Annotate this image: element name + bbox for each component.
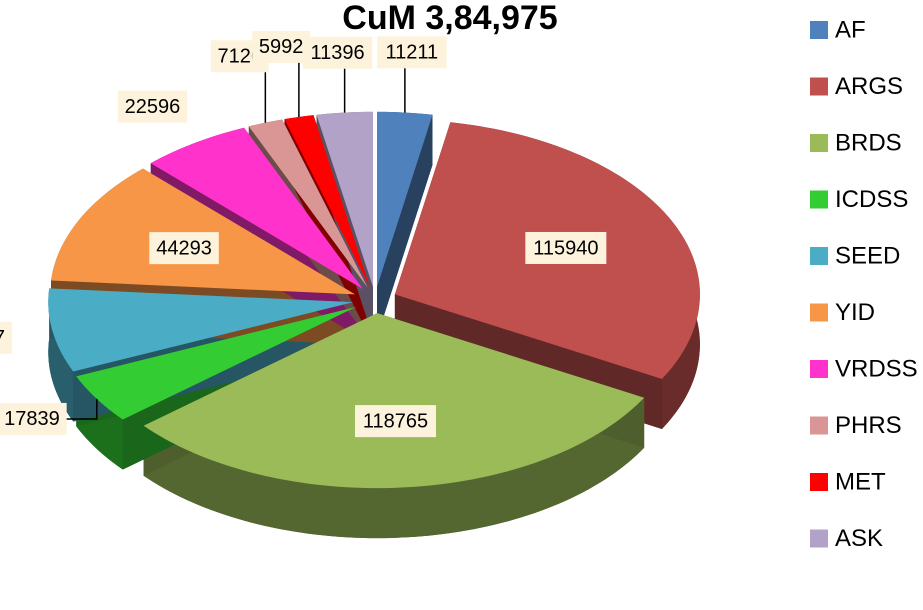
data-label: 118765: [363, 410, 428, 432]
data-label-box: [302, 36, 373, 69]
legend-swatch: [810, 473, 828, 491]
legend-swatch: [810, 529, 828, 548]
data-label-box: [377, 36, 447, 69]
legend-label: SEED: [835, 242, 900, 269]
legend-label: ASK: [835, 525, 883, 552]
data-label: 17839: [4, 408, 60, 430]
slice: [150, 127, 363, 289]
slice: [76, 306, 357, 420]
legend-label: ICDSS: [835, 186, 908, 213]
data-label: 7126: [218, 46, 263, 68]
slice: [51, 168, 356, 295]
legend-label: YID: [835, 299, 875, 326]
legend-label: MET: [835, 468, 886, 495]
legend-swatch: [810, 21, 828, 39]
legend-swatch: [810, 77, 828, 96]
data-label-box: [354, 405, 436, 438]
data-label: 115940: [533, 237, 598, 259]
legend-label: AF: [835, 16, 866, 43]
slice: [248, 119, 368, 288]
slice: [284, 115, 370, 288]
data-label: 22596: [125, 96, 181, 118]
slice-tops: [48, 111, 700, 489]
data-label: 5992: [259, 36, 304, 58]
data-label-box: [0, 402, 67, 435]
legend-swatch: [810, 134, 828, 152]
legend-swatch: [810, 247, 828, 265]
legend-swatch: [810, 303, 828, 322]
legend-label: BRDS: [835, 129, 902, 156]
slice: [143, 313, 645, 489]
data-label: 11396: [310, 42, 364, 64]
data-label-box: [0, 321, 12, 354]
slice: [48, 288, 354, 372]
data-label-box: [149, 232, 219, 265]
slice-wall: [377, 114, 433, 337]
slice-wall: [143, 397, 645, 539]
slice: [377, 111, 433, 287]
legend-label: PHRS: [835, 412, 902, 439]
slice: [316, 111, 373, 287]
legend-label: VRDSS: [835, 355, 918, 382]
data-label: 11211: [386, 42, 439, 64]
data-labels: 11211 115940 118765 17839 29817 44293 22596 712…: [0, 30, 607, 438]
data-label: 44293: [156, 237, 212, 259]
data-label-box: [525, 231, 607, 264]
legend-swatch: [810, 360, 828, 378]
legend-label: ARGS: [835, 73, 903, 100]
slice-wall: [48, 288, 74, 422]
data-label-box: [117, 90, 188, 123]
legend-swatch: [810, 190, 828, 209]
legend-swatch: [810, 416, 828, 435]
chart-title: CuM 3,84,975: [342, 0, 557, 37]
data-label-box: [252, 30, 311, 63]
data-label: 29817: [0, 327, 5, 349]
